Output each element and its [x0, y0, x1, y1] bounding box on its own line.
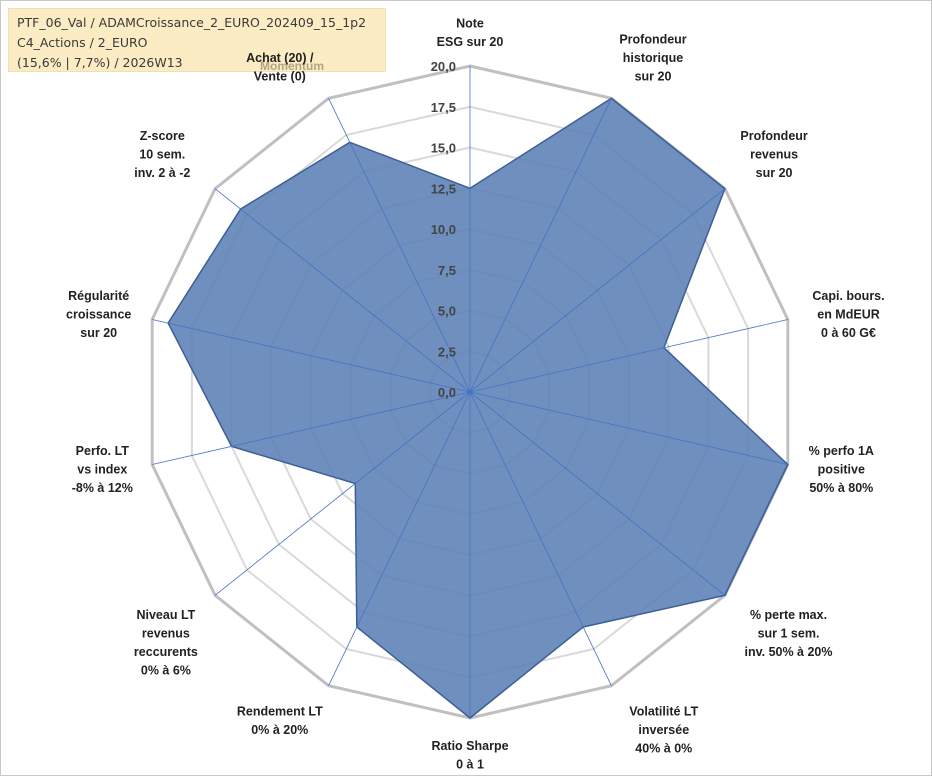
- spoke-3: [469, 188, 726, 393]
- axis-label-3: Profondeur revenus sur 20: [740, 129, 807, 180]
- axis-label-9: Rendement LT 0% à 20%: [237, 705, 323, 738]
- axis-label-10: Niveau LT revenus reccurents 0% à 6%: [134, 608, 198, 678]
- spoke-11: [152, 391, 471, 465]
- spoke-4: [469, 319, 788, 393]
- tick-label-7: 17,5: [431, 100, 456, 115]
- axis-label-4: Capi. bours. en MdEUR 0 à 60 G€: [812, 289, 884, 340]
- portfolio-name: PTF_06_Val / ADAMCroissance_2_EURO_20240…: [17, 15, 367, 30]
- tick-label-1: 2,5: [438, 344, 456, 359]
- tick-label-0: 0,0: [438, 385, 456, 400]
- asset-class: C4_Actions / 2_EURO: [17, 35, 148, 50]
- axis-label-8: Ratio Sharpe 0 à 1: [431, 739, 508, 772]
- spoke-13: [214, 188, 471, 393]
- chart-info-box: PTF_06_Val / ADAMCroissance_2_EURO_20240…: [8, 8, 386, 72]
- spoke-12: [152, 319, 471, 393]
- tick-label-8: 20,0: [431, 59, 456, 74]
- axis-label-7: Volatilité LT inversée 40% à 0%: [629, 705, 698, 756]
- axis-label-5: % perfo 1A positive 50% à 80%: [809, 444, 874, 495]
- tick-label-6: 15,0: [431, 141, 456, 156]
- axis-label-2: Profondeur historique sur 20: [619, 33, 686, 84]
- tick-label-3: 7,5: [438, 263, 456, 278]
- tick-label-4: 10,0: [431, 222, 456, 237]
- spoke-10: [214, 391, 471, 596]
- spoke-7: [469, 391, 612, 686]
- spoke-14: [328, 98, 471, 393]
- spoke-6: [469, 391, 726, 596]
- spoke-9: [328, 391, 471, 686]
- axis-label-13: Z-score 10 sem. inv. 2 à -2: [134, 129, 190, 180]
- tick-label-2: 5,0: [438, 304, 456, 319]
- axis-label-11: Perfo. LT vs index -8% à 12%: [72, 444, 133, 495]
- momentum-label: Momentum: [260, 59, 324, 73]
- spoke-2: [469, 98, 612, 393]
- axis-label-6: % perte max. sur 1 sem. inv. 50% à 20%: [744, 608, 832, 659]
- spoke-5: [469, 391, 788, 465]
- performance-summary: (15,6% | 7,7%) / 2026W13: [17, 55, 183, 70]
- tick-label-5: 12,5: [431, 181, 456, 196]
- axis-label-1: Note ESG sur 20: [437, 17, 504, 50]
- axis-label-12: Régularité croissance sur 20: [66, 289, 131, 340]
- axis-label-14: Achat (20) / Vente (0): [246, 51, 314, 84]
